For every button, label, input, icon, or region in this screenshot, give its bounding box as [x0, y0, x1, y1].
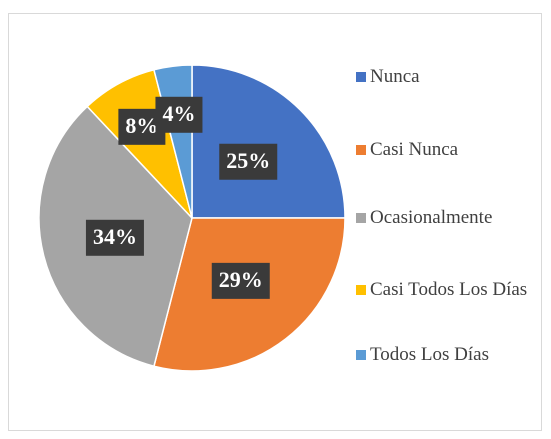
legend-item: Casi Todos Los Días	[356, 277, 535, 303]
data-label: 8%	[125, 113, 158, 138]
data-label: 25%	[226, 148, 270, 173]
legend-swatch	[356, 145, 366, 155]
legend-item: Nunca	[356, 64, 535, 90]
data-label: 4%	[162, 101, 195, 126]
data-label-box	[155, 96, 203, 133]
legend-swatch	[356, 350, 366, 360]
data-label-box	[211, 262, 270, 299]
legend-swatch	[356, 213, 366, 223]
legend-swatch	[356, 285, 366, 295]
legend-item: Ocasionalmente	[356, 205, 535, 231]
legend-item: Casi Nunca	[356, 137, 535, 163]
legend-label: Todos Los Días	[370, 344, 490, 365]
legend-label: Casi Todos Los Días	[370, 279, 528, 300]
data-label-box	[85, 219, 144, 256]
legend-label: Nunca	[370, 66, 420, 87]
legend-label: Casi Nunca	[370, 139, 459, 160]
data-label-box	[219, 143, 278, 180]
data-label: 29%	[219, 267, 263, 292]
chart-frame	[8, 13, 542, 431]
legend-swatch	[356, 72, 366, 82]
legend-label: Ocasionalmente	[370, 207, 493, 228]
data-label: 34%	[93, 224, 137, 249]
pie-slice	[191, 64, 346, 219]
legend-item: Todos Los Días	[356, 342, 535, 368]
